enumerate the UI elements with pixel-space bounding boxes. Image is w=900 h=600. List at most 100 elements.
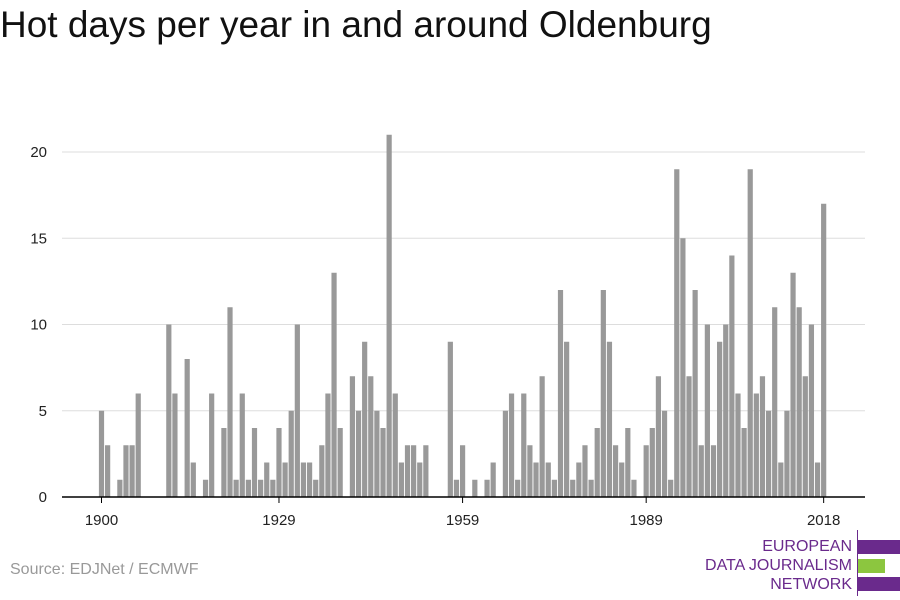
bar — [686, 376, 692, 497]
bar — [392, 393, 398, 497]
x-tick-label: 1900 — [85, 512, 118, 529]
x-tick-label: 1929 — [262, 512, 295, 529]
bar — [582, 445, 588, 497]
bar — [117, 479, 123, 497]
bar — [631, 479, 637, 497]
bar — [258, 479, 264, 497]
bar — [576, 462, 582, 497]
logo-text-data-journalism: DATA JOURNALISM — [705, 557, 852, 574]
bar — [606, 341, 613, 497]
bar — [490, 462, 496, 497]
bar — [612, 445, 619, 497]
bar — [209, 393, 215, 497]
logo-bar-green — [858, 559, 885, 573]
bar — [594, 428, 600, 497]
logo-text-european: EUROPEAN — [762, 538, 852, 555]
bar — [166, 324, 172, 497]
axes: 0 5 10 15 20 1900 1929 1959 1989 2018 — [30, 144, 865, 529]
bar — [753, 393, 759, 497]
bar — [319, 445, 325, 497]
bar — [802, 376, 808, 497]
bar — [668, 479, 674, 497]
bar — [600, 290, 606, 497]
bar — [233, 479, 239, 497]
bar — [625, 428, 631, 497]
bar — [508, 393, 515, 497]
bar — [649, 428, 655, 497]
bar — [808, 324, 815, 497]
bar — [270, 479, 276, 497]
bar — [484, 479, 490, 497]
bar — [380, 428, 386, 497]
bar — [741, 428, 747, 497]
bar — [765, 410, 772, 497]
logo-text-network: NETWORK — [770, 576, 852, 593]
bar — [190, 462, 196, 497]
bar — [282, 462, 288, 497]
bar — [643, 445, 649, 497]
bar — [239, 393, 245, 497]
bar — [661, 410, 668, 497]
bar — [386, 134, 392, 497]
bar — [814, 462, 821, 497]
bar — [698, 445, 704, 497]
bar — [680, 238, 686, 497]
bar — [539, 376, 545, 497]
y-tick-label: 5 — [39, 403, 47, 420]
bar — [453, 479, 460, 497]
bar — [674, 169, 680, 497]
bar — [759, 376, 766, 497]
bar — [129, 445, 135, 497]
bar — [417, 462, 423, 497]
edjnet-logo[interactable]: EUROPEAN DATA JOURNALISM NETWORK — [700, 530, 900, 596]
bar — [459, 445, 466, 497]
bar — [692, 290, 698, 497]
bar — [368, 376, 374, 497]
bar — [288, 410, 294, 497]
logo-divider — [857, 530, 858, 596]
bar — [710, 445, 717, 497]
bar — [790, 272, 796, 497]
bar — [172, 393, 178, 497]
bar — [704, 324, 710, 497]
bar — [551, 479, 557, 497]
bar — [411, 445, 417, 497]
bar — [355, 410, 362, 497]
x-tick-label: 1959 — [446, 512, 479, 529]
bar — [123, 445, 129, 497]
bar — [135, 393, 141, 497]
bar — [821, 203, 827, 497]
bar — [374, 410, 380, 497]
bar — [294, 324, 300, 497]
bar — [515, 479, 521, 497]
bar — [251, 428, 258, 497]
bar — [300, 462, 307, 497]
chart-title: Hot days per year in and around Oldenbur… — [0, 4, 712, 45]
bar — [349, 376, 356, 497]
bar — [331, 272, 337, 497]
y-tick-label: 15 — [30, 230, 47, 247]
bar — [245, 479, 251, 497]
bar — [784, 410, 790, 497]
bar — [337, 428, 343, 497]
bar — [105, 445, 111, 497]
bar — [735, 393, 741, 497]
bar — [564, 341, 570, 497]
bar — [325, 393, 331, 497]
logo-bar-purple-bottom — [858, 577, 900, 591]
bar — [227, 307, 233, 497]
bar — [570, 479, 576, 497]
source-note: Source: EDJNet / ECMWF — [10, 561, 199, 578]
bar — [264, 462, 270, 497]
bar — [472, 479, 478, 497]
y-tick-label: 20 — [30, 144, 47, 161]
bar — [521, 393, 527, 497]
bar — [619, 462, 625, 497]
bar — [778, 462, 784, 497]
bar — [557, 290, 564, 497]
bar — [313, 479, 319, 497]
bar — [423, 445, 429, 497]
x-tick-label: 2018 — [807, 512, 840, 529]
bar — [729, 255, 735, 497]
